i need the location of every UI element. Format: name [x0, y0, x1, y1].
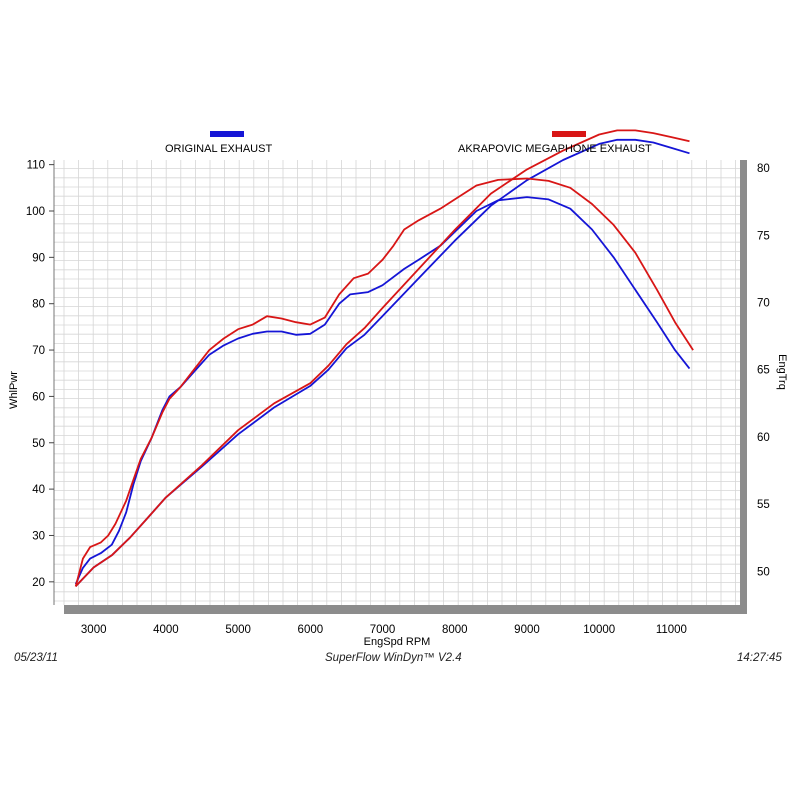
left-tick-label: 80 [32, 299, 45, 311]
left-tick-label: 20 [32, 577, 45, 589]
right-axis-ticks: 50 55 60 65 70 75 80 [757, 163, 770, 578]
x-tick-label: 4000 [153, 624, 179, 636]
legend-swatch-akrapovic [552, 131, 586, 137]
left-axis-ticks: 20 30 40 50 60 70 80 90 100 110 [26, 160, 54, 589]
left-tick-label: 110 [27, 160, 45, 172]
plot-frame-right [740, 160, 747, 614]
x-tick-label: 3000 [81, 624, 107, 636]
right-tick-label: 55 [757, 499, 770, 511]
akrapovic-power-line [74, 177, 694, 587]
legend-label-original: ORIGINAL EXHAUST [165, 143, 272, 155]
right-tick-label: 70 [757, 298, 770, 310]
legend-label-akrapovic: AKRAPOVIC MEGAPHONE EXHAUST [458, 143, 652, 155]
left-axis-label: WhlPwr [8, 371, 20, 409]
footer-time: 14:27:45 [737, 652, 782, 664]
left-tick-label: 30 [32, 530, 45, 542]
x-tick-label: 8000 [442, 624, 468, 636]
akrapovic-torque-line [75, 129, 690, 587]
grid [54, 160, 740, 605]
original-power-line [74, 196, 691, 585]
right-tick-label: 60 [757, 432, 770, 444]
left-tick-label: 50 [32, 438, 45, 450]
plot-frame-bottom [64, 605, 747, 614]
footer-software: SuperFlow WinDyn™ V2.4 [325, 652, 462, 664]
legend-swatch-original [210, 131, 244, 137]
right-tick-label: 75 [757, 230, 770, 242]
left-tick-label: 90 [32, 252, 45, 264]
x-axis-label: EngSpd RPM [364, 636, 431, 648]
left-tick-label: 100 [26, 206, 45, 218]
x-tick-label: 6000 [298, 624, 324, 636]
x-tick-label: 11000 [656, 624, 687, 636]
left-tick-label: 70 [32, 345, 45, 357]
right-tick-label: 80 [757, 163, 770, 175]
x-tick-label: 5000 [225, 624, 251, 636]
series-group [74, 129, 694, 587]
x-tick-label: 9000 [514, 624, 540, 636]
original-torque-line [75, 138, 690, 587]
right-tick-label: 50 [757, 566, 770, 578]
footer-date: 05/23/11 [14, 652, 58, 664]
x-axis-ticks: 3000 4000 5000 6000 7000 8000 9000 10000 11000 [81, 624, 687, 636]
right-tick-label: 65 [757, 365, 770, 377]
left-tick-label: 40 [32, 484, 45, 496]
x-tick-label: 7000 [370, 624, 396, 636]
x-tick-label: 10000 [583, 624, 615, 636]
left-tick-label: 60 [32, 391, 45, 403]
right-axis-label: EngTrq [776, 354, 788, 390]
